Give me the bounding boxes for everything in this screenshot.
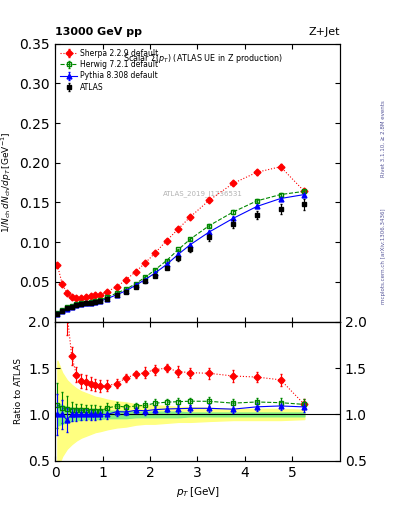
Text: Rivet 3.1.10, ≥ 2.8M events: Rivet 3.1.10, ≥ 2.8M events bbox=[381, 100, 386, 177]
Y-axis label: $1/N_{\rm ch}\,dN_{\rm ch}/dp_T\,[\rm GeV^{-1}]$: $1/N_{\rm ch}\,dN_{\rm ch}/dp_T\,[\rm Ge… bbox=[0, 132, 14, 233]
Text: ATLAS_2019_I1736531: ATLAS_2019_I1736531 bbox=[163, 190, 243, 197]
Text: Z+Jet: Z+Jet bbox=[309, 27, 340, 36]
X-axis label: $p_T\,[\rm GeV]$: $p_T\,[\rm GeV]$ bbox=[176, 485, 219, 499]
Text: mcplots.cern.ch [arXiv:1306.3436]: mcplots.cern.ch [arXiv:1306.3436] bbox=[381, 208, 386, 304]
Text: Scalar $\Sigma(p_T)$ (ATLAS UE in Z production): Scalar $\Sigma(p_T)$ (ATLAS UE in Z prod… bbox=[123, 52, 283, 65]
Text: 13000 GeV pp: 13000 GeV pp bbox=[55, 27, 142, 36]
Legend: Sherpa 2.2.9 default, Herwig 7.2.1 default, Pythia 8.308 default, ATLAS: Sherpa 2.2.9 default, Herwig 7.2.1 defau… bbox=[59, 47, 160, 93]
Y-axis label: Ratio to ATLAS: Ratio to ATLAS bbox=[14, 358, 23, 424]
